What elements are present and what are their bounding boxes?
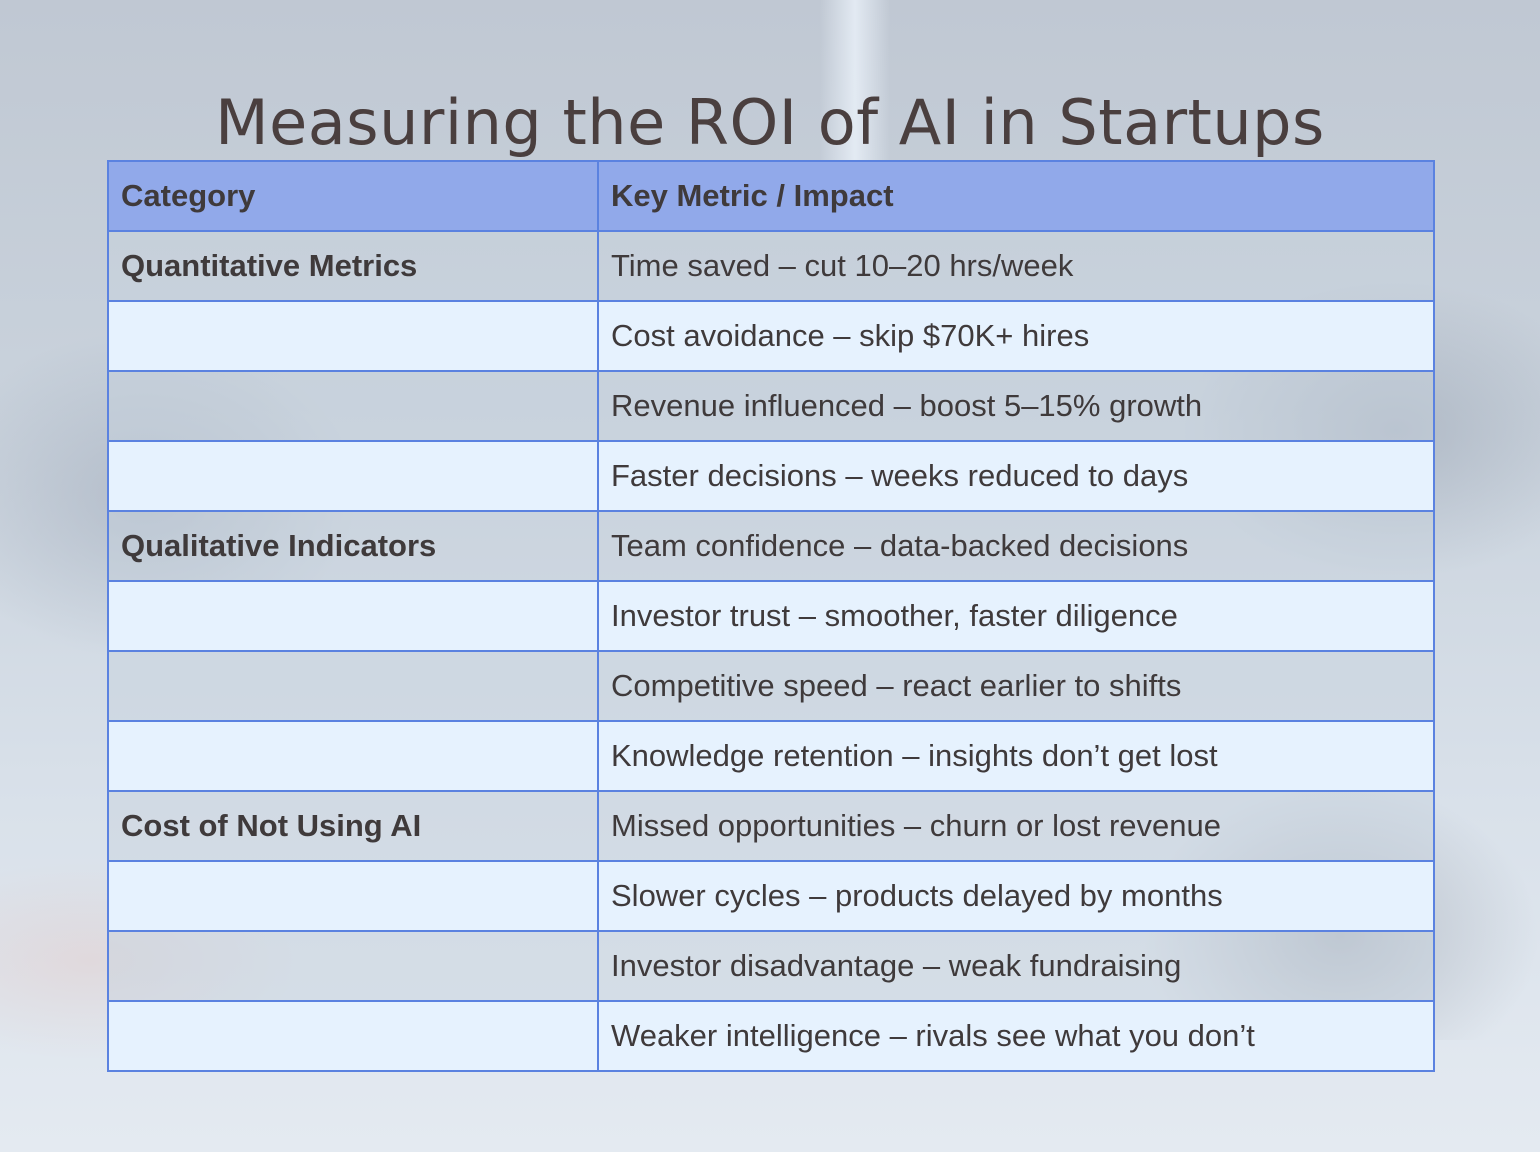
category-cell — [107, 720, 599, 792]
category-cell — [107, 370, 599, 442]
table-header-row: Category Key Metric / Impact — [107, 160, 1435, 232]
header-category: Category — [107, 160, 599, 232]
metric-cell: Time saved – cut 10–20 hrs/week — [597, 230, 1435, 302]
metric-cell: Knowledge retention – insights don’t get… — [597, 720, 1435, 792]
slide-title: Measuring the ROI of AI in Startups — [215, 85, 1325, 159]
metric-cell: Investor disadvantage – weak fundraising — [597, 930, 1435, 1002]
table-row: Investor disadvantage – weak fundraising — [107, 930, 1435, 1002]
table-row: Slower cycles – products delayed by mont… — [107, 860, 1435, 932]
table-row: Cost avoidance – skip $70K+ hires — [107, 300, 1435, 372]
header-metric: Key Metric / Impact — [597, 160, 1435, 232]
metric-cell: Competitive speed – react earlier to shi… — [597, 650, 1435, 722]
table-row: Investor trust – smoother, faster dilige… — [107, 580, 1435, 652]
category-cell — [107, 440, 599, 512]
table-row: Revenue influenced – boost 5–15% growth — [107, 370, 1435, 442]
table-row: Cost of Not Using AI Missed opportunitie… — [107, 790, 1435, 862]
table-row: Qualitative Indicators Team confidence –… — [107, 510, 1435, 582]
table-row: Knowledge retention – insights don’t get… — [107, 720, 1435, 792]
metric-cell: Team confidence – data-backed decisions — [597, 510, 1435, 582]
category-cell: Quantitative Metrics — [107, 230, 599, 302]
category-cell — [107, 300, 599, 372]
metric-cell: Weaker intelligence – rivals see what yo… — [597, 1000, 1435, 1072]
metric-cell: Investor trust – smoother, faster dilige… — [597, 580, 1435, 652]
category-cell — [107, 650, 599, 722]
category-cell — [107, 580, 599, 652]
table-row: Quantitative Metrics Time saved – cut 10… — [107, 230, 1435, 302]
category-cell — [107, 1000, 599, 1072]
metric-cell: Cost avoidance – skip $70K+ hires — [597, 300, 1435, 372]
roi-table: Category Key Metric / Impact Quantitativ… — [107, 160, 1435, 1072]
category-cell: Qualitative Indicators — [107, 510, 599, 582]
category-cell — [107, 930, 599, 1002]
table-row: Weaker intelligence – rivals see what yo… — [107, 1000, 1435, 1072]
category-cell: Cost of Not Using AI — [107, 790, 599, 862]
metric-cell: Missed opportunities – churn or lost rev… — [597, 790, 1435, 862]
metric-cell: Faster decisions – weeks reduced to days — [597, 440, 1435, 512]
category-cell — [107, 860, 599, 932]
table-row: Competitive speed – react earlier to shi… — [107, 650, 1435, 722]
metric-cell: Slower cycles – products delayed by mont… — [597, 860, 1435, 932]
table-row: Faster decisions – weeks reduced to days — [107, 440, 1435, 512]
metric-cell: Revenue influenced – boost 5–15% growth — [597, 370, 1435, 442]
